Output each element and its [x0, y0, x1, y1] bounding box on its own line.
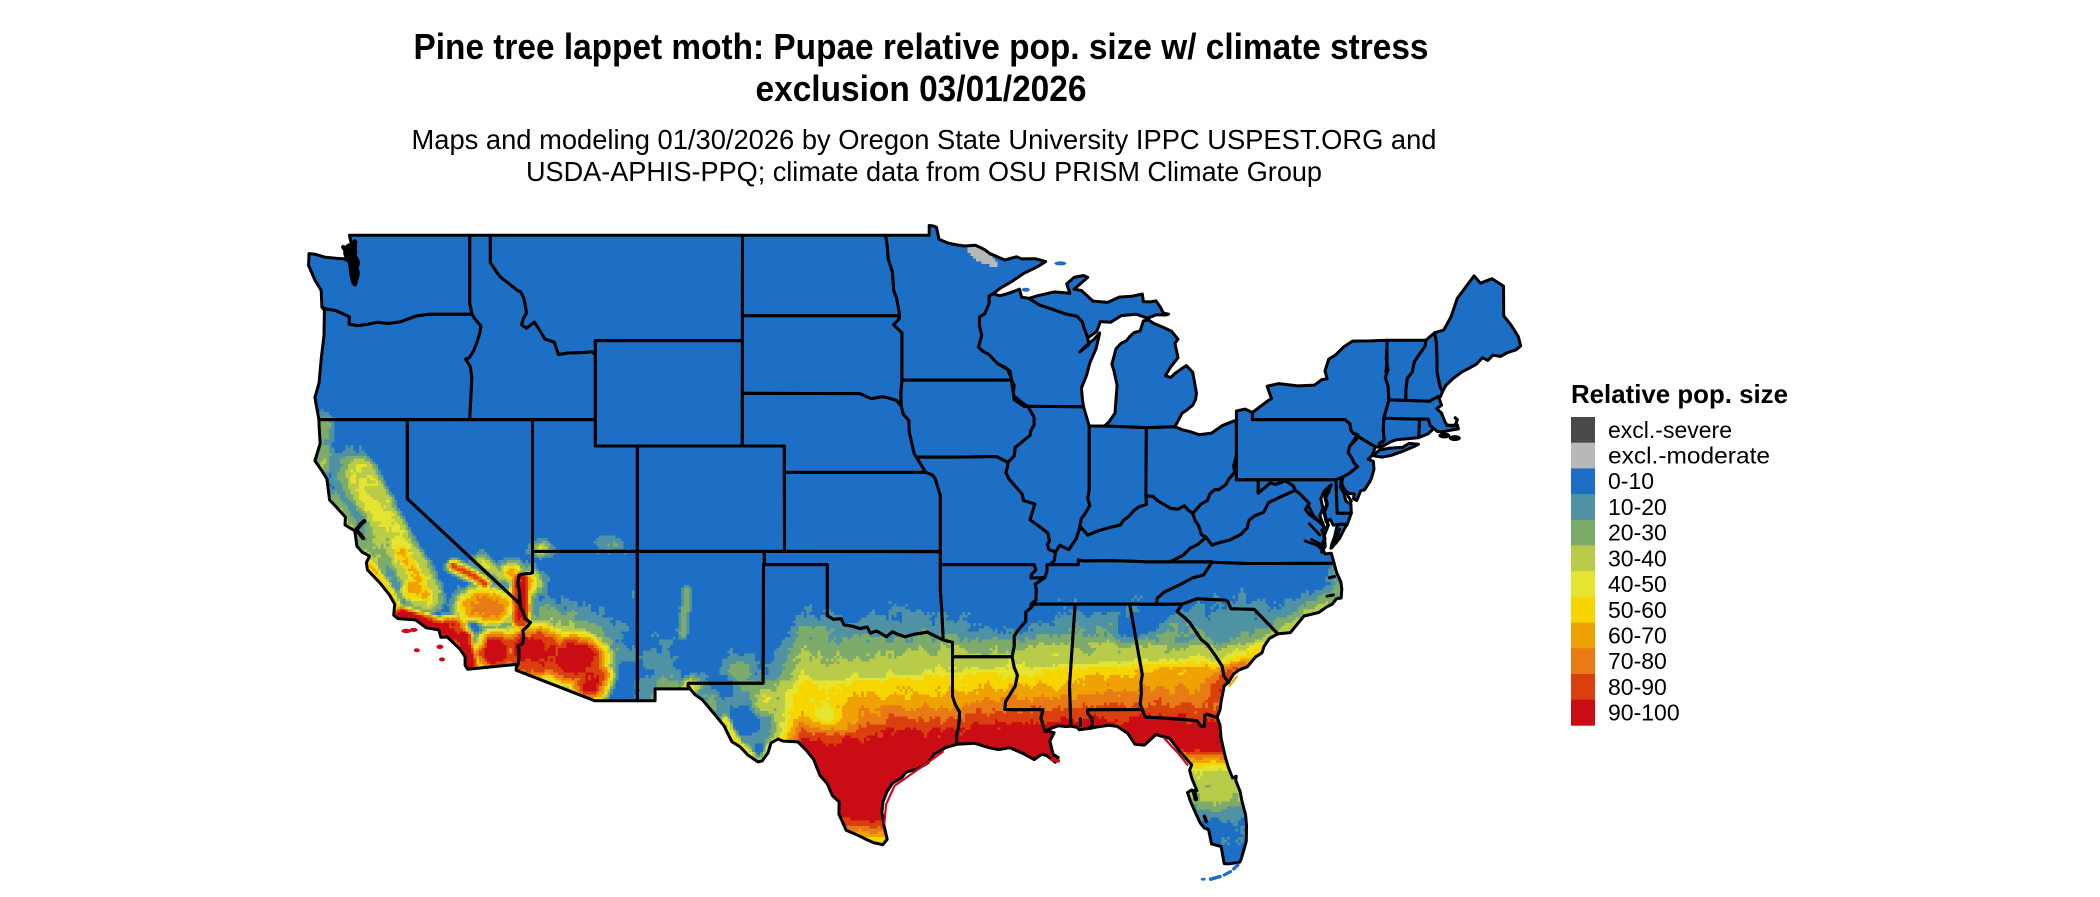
svg-text:excl.-severe: excl.-severe — [1608, 417, 1732, 443]
svg-text:excl.-moderate: excl.-moderate — [1608, 443, 1770, 469]
svg-text:90-100: 90-100 — [1608, 700, 1680, 726]
svg-text:0-10: 0-10 — [1608, 468, 1654, 494]
svg-text:50-60: 50-60 — [1608, 597, 1667, 623]
svg-text:10-20: 10-20 — [1608, 494, 1667, 520]
svg-text:USDA-APHIS-PPQ; climate data f: USDA-APHIS-PPQ; climate data from OSU PR… — [526, 156, 1322, 187]
svg-text:70-80: 70-80 — [1608, 648, 1667, 674]
svg-text:Relative pop. size: Relative pop. size — [1571, 379, 1788, 409]
svg-text:80-90: 80-90 — [1608, 674, 1667, 700]
svg-text:Maps and modeling 01/30/2026 b: Maps and modeling 01/30/2026 by Oregon S… — [412, 124, 1437, 155]
svg-text:60-70: 60-70 — [1608, 623, 1667, 649]
svg-text:exclusion 03/01/2026: exclusion 03/01/2026 — [756, 68, 1087, 109]
svg-text:20-30: 20-30 — [1608, 520, 1667, 546]
svg-text:Pine tree lappet moth: Pupae r: Pine tree lappet moth: Pupae relative po… — [414, 26, 1429, 67]
svg-text:40-50: 40-50 — [1608, 571, 1667, 597]
svg-text:30-40: 30-40 — [1608, 545, 1667, 571]
